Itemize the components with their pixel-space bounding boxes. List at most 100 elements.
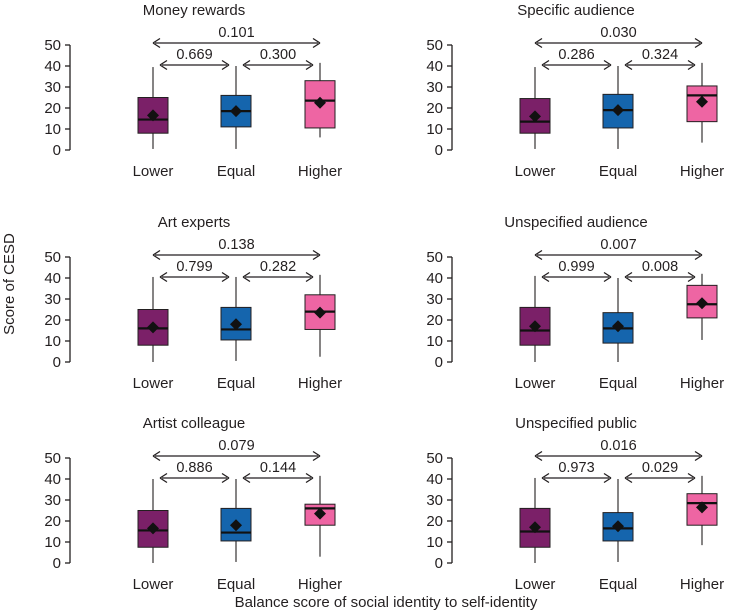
mean-marker: [314, 96, 326, 109]
box-lower: [519, 477, 551, 563]
box-iqr: [519, 306, 551, 346]
comparison-arrow-head-right: [312, 450, 321, 462]
chart-panel: Money rewards 0 10 20 30 40 50 Lower Equal Higher…: [44, 2, 342, 180]
box-higher: [686, 62, 718, 143]
box-iqr: [686, 284, 718, 319]
p-value-label: 0.029: [642, 460, 678, 476]
comparison-arrow-head-left: [152, 249, 161, 261]
p-value-label: 0.138: [218, 237, 254, 253]
p-value-label: 0.030: [600, 25, 636, 41]
panel-title: Unspecified audience: [504, 214, 647, 231]
y-tick-label: 0: [435, 142, 443, 159]
y-tick-label: 0: [53, 142, 61, 159]
x-axis-label: Balance score of social identity to self…: [235, 594, 538, 611]
category-label: Equal: [217, 576, 255, 593]
box-equal: [602, 66, 634, 149]
comparison-arrow-head-left: [159, 59, 168, 71]
p-value-label: 0.144: [260, 460, 296, 476]
box-lower: [137, 479, 169, 563]
p-value-label: 0.669: [176, 47, 212, 63]
y-tick-label: 20: [426, 312, 443, 329]
comparison-arrow-head-left: [242, 271, 251, 283]
mean-marker: [314, 306, 326, 319]
p-value-label: 0.286: [558, 47, 594, 63]
y-tick-label: 50: [44, 450, 61, 467]
box-lower: [519, 67, 551, 149]
comparison-arrow-head-left: [541, 472, 550, 484]
mean-marker: [529, 320, 541, 333]
y-tick-label: 40: [426, 471, 443, 488]
mean-marker: [230, 519, 242, 532]
comparison-arrow-head-right: [221, 472, 230, 484]
category-label: Higher: [680, 163, 724, 180]
comparison-arrow-head-left: [624, 472, 633, 484]
y-tick-label: 20: [44, 100, 61, 117]
y-tick-label: 30: [426, 79, 443, 96]
p-value-label: 0.008: [642, 259, 678, 275]
y-tick-label: 0: [53, 555, 61, 572]
category-label: Equal: [217, 375, 255, 392]
comparison-arrow-head-right: [687, 271, 696, 283]
p-value-label: 0.282: [260, 259, 296, 275]
mean-marker: [314, 507, 326, 520]
box-lower: [137, 67, 169, 149]
p-value-label: 0.999: [558, 259, 594, 275]
comparison-arrow-head-left: [152, 450, 161, 462]
category-label: Higher: [680, 576, 724, 593]
panel-title: Money rewards: [143, 2, 246, 19]
comparison-arrow-head-right: [687, 472, 696, 484]
p-value-label: 0.101: [218, 25, 254, 41]
category-label: Equal: [599, 163, 637, 180]
panel-title: Unspecified public: [515, 415, 637, 432]
p-value-label: 0.799: [176, 259, 212, 275]
mean-marker: [147, 109, 159, 122]
comparison-arrow-head-right: [694, 37, 703, 49]
y-tick-label: 0: [435, 555, 443, 572]
box-higher: [304, 475, 336, 557]
comparison-arrow-head-left: [242, 59, 251, 71]
box-equal: [220, 276, 252, 361]
box-equal: [602, 278, 634, 362]
comparison-arrow-head-right: [312, 249, 321, 261]
box-iqr: [602, 512, 634, 542]
mean-marker: [147, 522, 159, 535]
category-label: Higher: [298, 163, 342, 180]
category-label: Lower: [133, 576, 174, 593]
mean-marker: [147, 321, 159, 334]
comparison-arrow-head-right: [221, 271, 230, 283]
y-tick-label: 30: [44, 492, 61, 509]
y-tick-label: 50: [44, 249, 61, 266]
mean-marker: [612, 320, 624, 333]
y-tick-label: 10: [44, 333, 61, 350]
comparison-arrow-head-right: [603, 271, 612, 283]
chart-panel: Artist colleague 0 10 20 30 40 50 Lower Equal Hig…: [44, 415, 342, 593]
y-tick-label: 30: [44, 291, 61, 308]
y-axis-label: Score of CESD: [1, 233, 18, 335]
box-higher: [686, 273, 718, 340]
mean-marker: [230, 318, 242, 331]
comparison-arrow-head-left: [159, 271, 168, 283]
comparison-arrow-head-left: [541, 59, 550, 71]
box-equal: [220, 479, 252, 562]
p-value-label: 0.079: [218, 438, 254, 454]
y-tick-label: 40: [426, 58, 443, 75]
p-value-label: 0.973: [558, 460, 594, 476]
y-tick-label: 10: [426, 121, 443, 138]
y-tick-label: 20: [44, 513, 61, 530]
panels: Money rewards 0 10 20 30 40 50 Lower Equal Higher…: [44, 2, 724, 593]
category-label: Higher: [298, 375, 342, 392]
box-equal: [220, 66, 252, 149]
chart-panel: Art experts 0 10 20 30 40 50 Lower Equal Higher 0.…: [44, 214, 342, 392]
mean-marker: [696, 95, 708, 108]
p-value-label: 0.886: [176, 460, 212, 476]
box-higher: [686, 475, 718, 546]
category-label: Lower: [515, 375, 556, 392]
box-higher: [304, 274, 336, 357]
comparison-arrow-head-right: [694, 450, 703, 462]
mean-marker: [696, 297, 708, 310]
y-tick-label: 10: [426, 333, 443, 350]
panel-title: Artist colleague: [143, 415, 246, 432]
mean-marker: [696, 501, 708, 514]
y-tick-label: 40: [426, 270, 443, 287]
category-label: Lower: [133, 375, 174, 392]
